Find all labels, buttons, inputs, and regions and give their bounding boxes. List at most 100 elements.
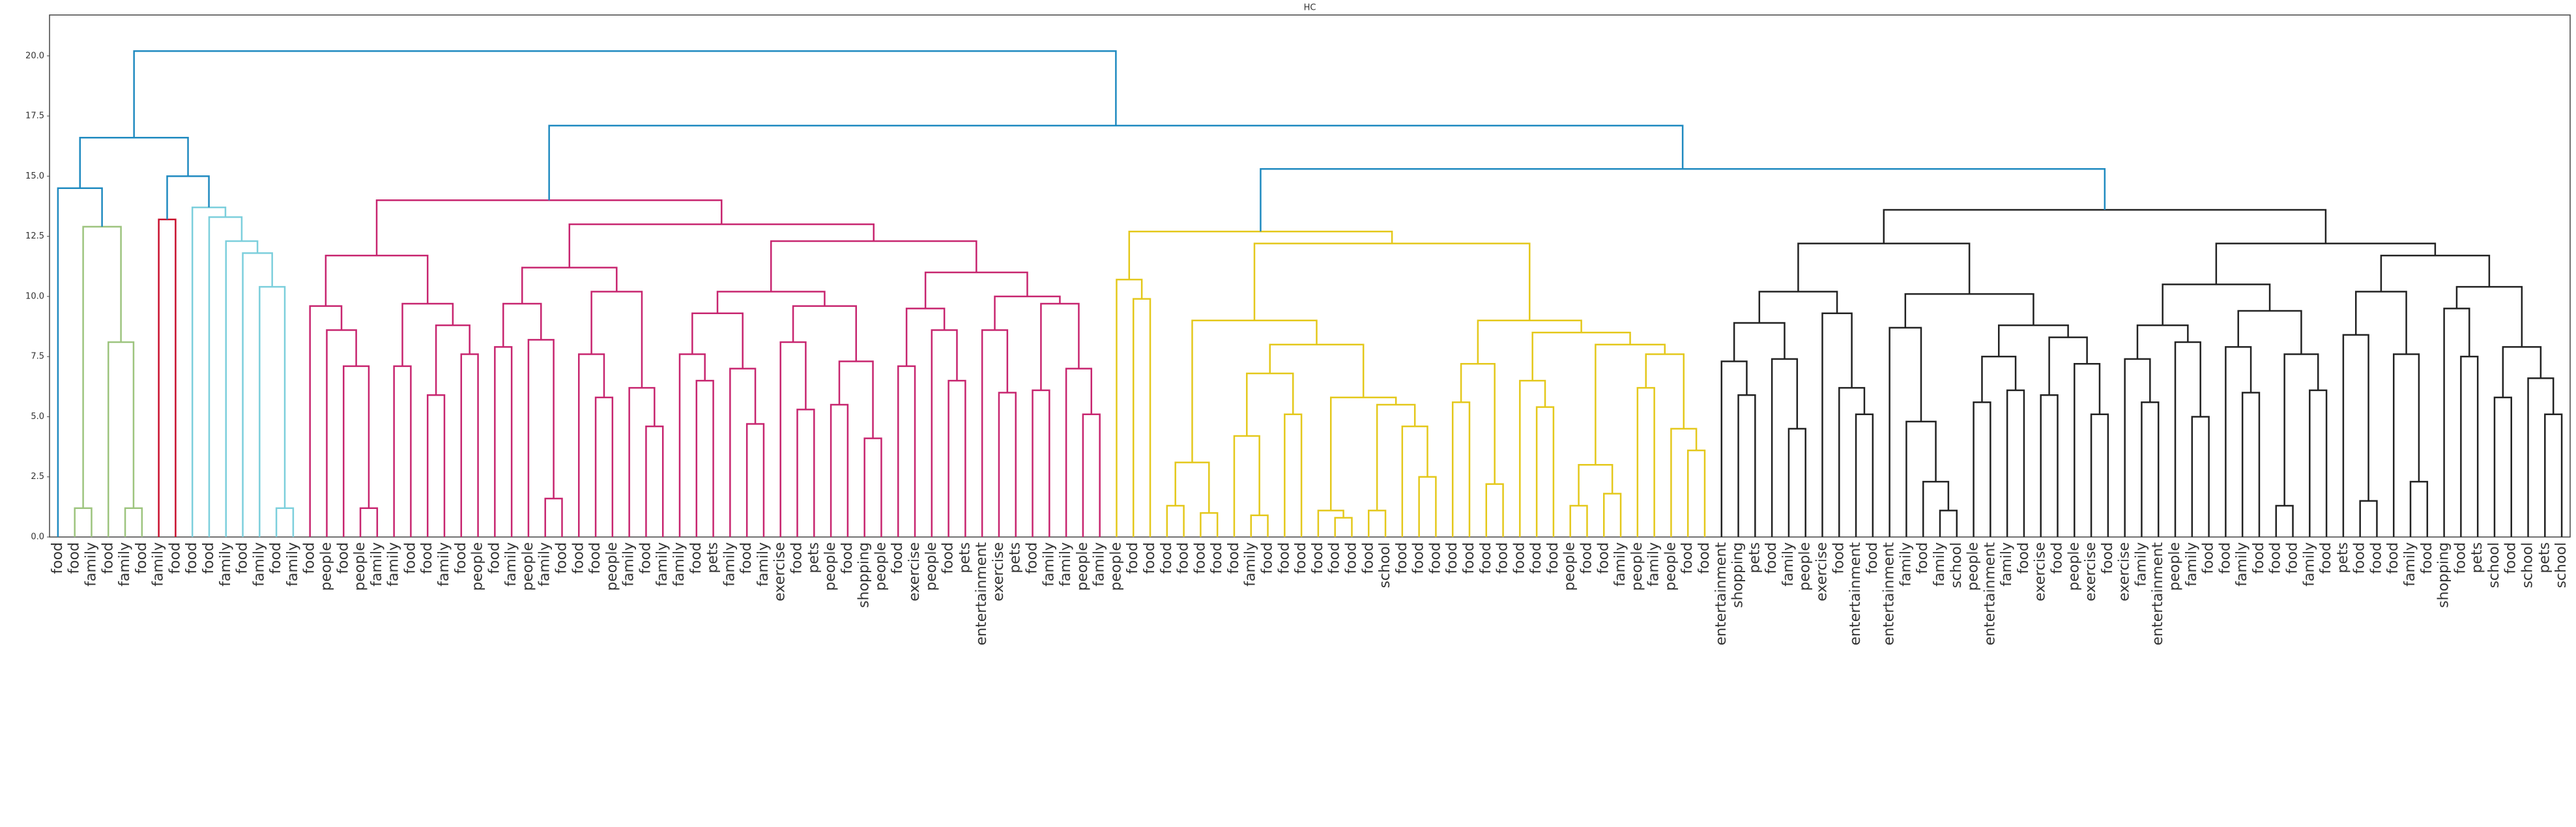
- link: [2460, 355, 2479, 537]
- link: [2443, 308, 2470, 537]
- link: [2283, 353, 2319, 506]
- leaf-label: family: [117, 542, 133, 587]
- leaf-label: family: [2234, 542, 2250, 587]
- link: [1973, 401, 1991, 537]
- leaf-label: pets: [705, 542, 721, 573]
- leaf-label: family: [2133, 542, 2149, 587]
- link: [578, 353, 605, 537]
- leaf-label: food: [2318, 542, 2334, 574]
- leaf-label: food: [453, 542, 469, 574]
- link: [1128, 230, 1393, 280]
- leaf-label: pets: [2335, 542, 2351, 573]
- leaf-label: family: [1932, 542, 1948, 587]
- link: [435, 324, 470, 396]
- link: [1569, 504, 1588, 537]
- leaf-label: family: [1058, 542, 1074, 587]
- link: [645, 425, 664, 537]
- leaf-label: food: [2368, 542, 2384, 574]
- link: [1082, 413, 1101, 537]
- leaf-label: family: [2301, 542, 2317, 587]
- link: [905, 308, 946, 366]
- link: [79, 137, 189, 188]
- link: [1939, 510, 1958, 537]
- leaf-label: people: [1562, 542, 1578, 591]
- link: [2493, 396, 2512, 537]
- link: [1284, 413, 1303, 537]
- leaf-label: family: [1646, 542, 1662, 587]
- link: [1603, 493, 1622, 537]
- leaf-label: food: [890, 542, 906, 574]
- link: [1368, 510, 1387, 537]
- link: [830, 403, 849, 537]
- chart-title: HC: [1304, 3, 1316, 13]
- leaf-label: pets: [1007, 542, 1024, 573]
- link: [1636, 386, 1655, 537]
- leaf-label: family: [671, 542, 687, 587]
- y-tick-label: 12.5: [25, 231, 44, 241]
- link: [375, 199, 723, 256]
- link: [1645, 353, 1685, 429]
- leaf-label: shopping: [1730, 542, 1746, 608]
- leaf-label: food: [1595, 542, 1612, 574]
- leaf-label: food: [1176, 542, 1192, 574]
- leaf-label: entertainment: [1881, 542, 1898, 646]
- link: [691, 312, 744, 369]
- leaf-label: family: [369, 542, 385, 587]
- leaf-label: food: [2385, 542, 2401, 574]
- leaf-label: food: [66, 542, 83, 574]
- leaf-label: food: [1226, 542, 1242, 574]
- link: [770, 240, 977, 292]
- leaf-label: family: [151, 542, 167, 587]
- leaf-label: food: [1696, 542, 1713, 574]
- leaf-label: food: [201, 542, 217, 574]
- y-tick-label: 7.5: [31, 352, 44, 362]
- leaf-label: exercise: [772, 542, 789, 602]
- leaf-label: food: [1679, 542, 1696, 574]
- leaf-label: food: [587, 542, 603, 574]
- leaf-label: people: [470, 542, 486, 591]
- link: [548, 124, 1684, 201]
- link: [1329, 396, 1397, 511]
- leaf-label: food: [1360, 542, 1376, 574]
- link: [779, 341, 807, 537]
- link: [1998, 324, 2069, 357]
- link: [2544, 413, 2563, 537]
- leaf-label: food: [1915, 542, 1931, 574]
- link: [460, 353, 479, 537]
- link: [1883, 209, 2327, 244]
- link: [2215, 242, 2437, 285]
- leaf-label: food: [1511, 542, 1527, 574]
- leaf-label: food: [1343, 542, 1359, 574]
- leaf-label: family: [2184, 542, 2200, 587]
- leaf-label: pets: [957, 542, 973, 573]
- leaf-label: food: [1545, 542, 1561, 574]
- link: [998, 392, 1017, 537]
- leaf-label: food: [167, 542, 183, 574]
- leaf-label: pets: [1746, 542, 1763, 573]
- link: [2309, 389, 2328, 537]
- leaf-label: family: [251, 542, 267, 587]
- link: [1376, 403, 1416, 511]
- link: [133, 50, 1117, 138]
- y-tick-label: 0.0: [31, 532, 44, 542]
- leaf-label: school: [1377, 542, 1393, 588]
- link: [1904, 293, 2034, 328]
- plot-frame: [49, 14, 2571, 538]
- link: [994, 295, 1061, 330]
- leaf-label: people: [2167, 542, 2183, 591]
- link: [2141, 401, 2160, 537]
- leaf-label: food: [1209, 542, 1225, 574]
- leaf-label: food: [1142, 542, 1158, 574]
- leaf-label: food: [1831, 542, 1847, 574]
- link: [1334, 517, 1353, 537]
- leaf-label: food: [2503, 542, 2519, 574]
- link: [1260, 167, 2106, 232]
- link: [1418, 476, 1437, 537]
- link: [426, 394, 446, 537]
- link: [2354, 291, 2407, 355]
- leaf-label: family: [218, 542, 234, 587]
- leaf-label: entertainment: [974, 542, 990, 646]
- leaf-label: exercise: [2083, 542, 2099, 602]
- link: [1578, 464, 1614, 506]
